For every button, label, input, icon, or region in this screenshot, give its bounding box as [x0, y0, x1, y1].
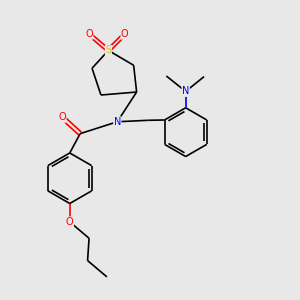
Text: O: O: [66, 217, 74, 227]
Text: N: N: [182, 86, 189, 96]
Text: O: O: [121, 29, 128, 39]
Text: N: N: [114, 117, 121, 127]
Text: O: O: [85, 29, 93, 39]
Text: S: S: [105, 45, 112, 56]
Text: O: O: [58, 112, 66, 122]
